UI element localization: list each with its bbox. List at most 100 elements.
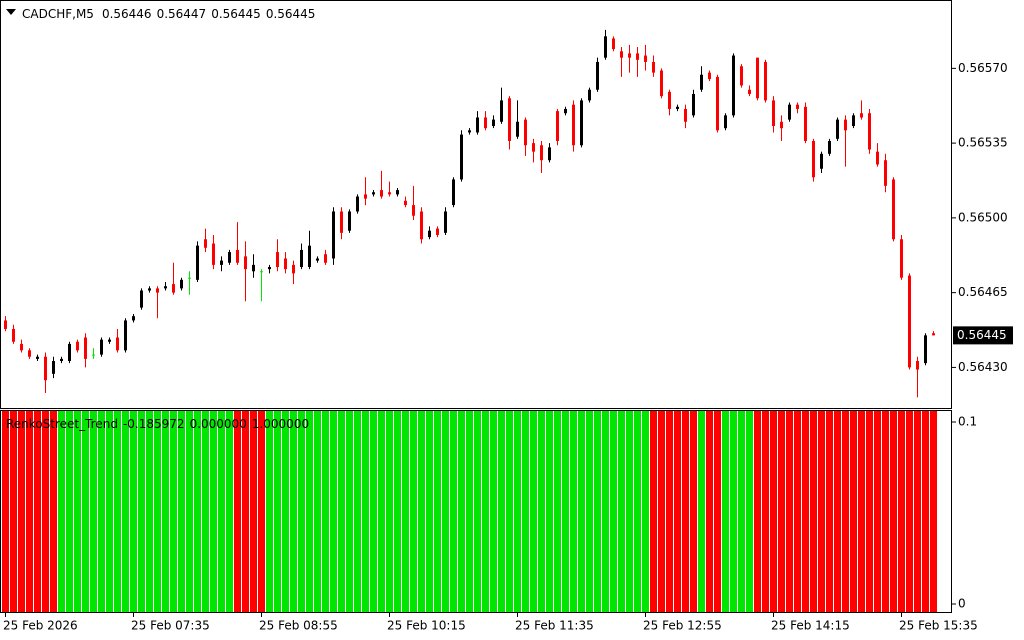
indicator-bar [2,411,9,612]
candle-body [476,117,479,133]
candle-body [332,211,335,259]
candle-body [436,228,439,235]
indicator-bar [386,411,393,612]
y-tick-label: 0.56465 [958,285,1008,299]
indicator-name: RenkoStreet_Trend [6,417,118,431]
indicator-bar [562,411,569,612]
candle-body [692,93,695,116]
x-tick-label: 25 Feb 07:35 [131,619,210,633]
menu-arrow[interactable] [6,9,16,15]
x-tick-label: 25 Feb 15:35 [899,619,978,633]
candle-body [4,320,7,329]
indicator-bar [506,411,513,612]
symbol: CADCHF,M5 [22,7,94,21]
chart-header: CADCHF,M5 0.56446 0.56447 0.56445 0.56445 [22,7,315,21]
y-tick-label: 0.56570 [958,61,1008,75]
candle-body [340,211,343,233]
indicator-bar [218,411,225,612]
candle-body [452,179,455,206]
candle-body [12,328,15,342]
candle-body [708,72,711,80]
candle-body [204,239,207,248]
candle-body [628,53,631,58]
candle-body [372,192,375,195]
ohlc-low: 0.56445 [211,7,261,21]
candle-body [548,147,551,161]
indicator-bar [146,411,153,612]
indicator-bar [466,411,473,612]
indicator-bar [570,411,577,612]
candle-body [148,288,151,291]
candle-body [420,211,423,240]
indicator-bar [618,411,625,612]
candle-body [788,104,791,120]
candles [4,29,935,398]
candle-body [212,243,215,265]
candle-body [68,343,71,362]
ohlc-close: 0.56445 [266,7,316,21]
indicator-bar [418,411,425,612]
indicator-bar [266,411,273,612]
candle-body [844,119,847,131]
candle-body [308,245,311,268]
indicator-bar [234,411,241,612]
indicator-bar [930,411,937,612]
indicator-bar [778,411,785,612]
candle-body [556,111,559,141]
candle-body [412,205,415,216]
last-price-box [953,326,1013,345]
indicator-bar [738,411,745,612]
indicator-bar [298,411,305,612]
candle-body [828,140,831,154]
indicator-bar [818,411,825,612]
indicator-bar [858,411,865,612]
indicator-readout: 1.000000 [252,417,309,431]
indicator-bar [354,411,361,612]
indicator-bar [650,411,657,612]
candle-body [588,89,591,101]
candle-body [300,249,303,268]
indicator-bar [794,411,801,612]
candle-body [732,55,735,116]
candle-body [28,350,31,357]
x-tick-label: 25 Feb 12:55 [643,619,722,633]
indicator-bar [370,411,377,612]
candle-body [764,61,767,101]
candle-body [612,38,615,50]
candle-body [228,252,231,263]
indicator-bar [242,411,249,612]
indicator-bar [866,411,873,612]
candle-body [492,119,495,127]
candle-body [596,61,599,90]
indicator-bar [730,411,737,612]
y-tick-label: 0 [958,596,966,610]
ohlc-high: 0.56447 [157,7,207,21]
indicator-bar [306,411,313,612]
indicator-bar [634,411,641,612]
candle-body [396,190,399,195]
indicator-bar [434,411,441,612]
candle-body [356,196,359,212]
indicator-bar [194,411,201,612]
candle-body [484,117,487,129]
indicator-bar [906,411,913,612]
indicator-bar [282,411,289,612]
indicator-bar [594,411,601,612]
candle-body [236,249,239,263]
candle-body [884,160,887,186]
indicator-bar [578,411,585,612]
candle-body [132,316,135,321]
candle-body [196,245,199,280]
y-tick-label: 0.1 [958,415,977,429]
candle-body [220,260,223,265]
indicator-bar [802,411,809,612]
candle-body [188,277,191,279]
candle-body [92,354,95,356]
candle-body [924,335,927,364]
candle-body [908,275,911,368]
candle-body [516,121,519,137]
indicator-bar [130,411,137,612]
indicator-bar [226,411,233,612]
indicator-bar [202,411,209,612]
